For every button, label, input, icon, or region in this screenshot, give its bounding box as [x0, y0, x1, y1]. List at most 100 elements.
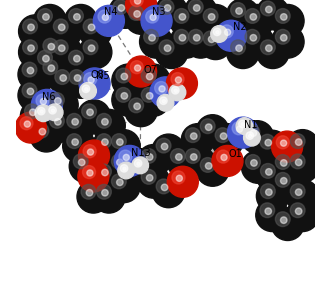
Circle shape [200, 119, 215, 134]
Circle shape [102, 119, 108, 125]
Circle shape [107, 150, 140, 183]
Circle shape [257, 0, 289, 30]
Circle shape [15, 112, 46, 143]
Circle shape [200, 158, 215, 172]
Text: N1: N1 [245, 119, 258, 130]
Circle shape [275, 212, 290, 226]
Circle shape [39, 56, 71, 89]
Circle shape [150, 77, 181, 108]
Circle shape [271, 208, 304, 240]
Circle shape [184, 0, 217, 28]
Circle shape [43, 38, 58, 53]
Circle shape [112, 134, 126, 148]
Circle shape [53, 19, 68, 34]
Circle shape [212, 145, 243, 176]
Circle shape [67, 134, 81, 148]
Circle shape [19, 36, 51, 69]
Circle shape [245, 9, 260, 23]
Circle shape [280, 35, 287, 41]
Circle shape [216, 150, 230, 163]
Circle shape [50, 114, 64, 128]
Circle shape [286, 150, 319, 183]
Circle shape [159, 0, 174, 14]
Circle shape [45, 89, 78, 121]
Text: N4: N4 [104, 7, 118, 17]
Circle shape [162, 100, 166, 103]
Circle shape [179, 35, 186, 41]
Circle shape [69, 70, 84, 84]
Circle shape [87, 149, 94, 155]
Circle shape [88, 77, 94, 83]
Circle shape [88, 24, 95, 31]
Circle shape [241, 25, 274, 58]
Text: N5: N5 [96, 71, 109, 81]
Circle shape [231, 40, 246, 55]
Circle shape [188, 30, 203, 44]
Circle shape [290, 203, 305, 218]
Circle shape [125, 94, 158, 127]
Circle shape [51, 66, 83, 98]
Circle shape [295, 139, 302, 145]
Circle shape [156, 138, 171, 153]
Circle shape [116, 68, 131, 83]
Circle shape [286, 199, 319, 232]
Circle shape [92, 130, 125, 162]
Circle shape [114, 145, 145, 176]
Circle shape [21, 100, 53, 133]
Circle shape [72, 139, 78, 145]
Circle shape [24, 121, 30, 127]
Circle shape [97, 114, 111, 128]
Circle shape [166, 68, 197, 99]
Circle shape [181, 124, 214, 156]
Circle shape [80, 83, 96, 99]
Circle shape [166, 145, 199, 177]
Circle shape [112, 154, 126, 169]
Circle shape [280, 217, 287, 224]
Circle shape [85, 88, 88, 91]
Circle shape [119, 150, 132, 163]
Circle shape [150, 14, 156, 21]
Circle shape [73, 154, 88, 169]
Circle shape [134, 11, 140, 17]
Circle shape [280, 160, 287, 166]
Circle shape [205, 124, 212, 131]
Circle shape [74, 14, 80, 20]
Circle shape [129, 98, 144, 113]
Circle shape [31, 89, 62, 120]
Circle shape [250, 35, 257, 41]
Circle shape [271, 25, 304, 58]
Circle shape [113, 0, 128, 14]
Circle shape [280, 14, 287, 20]
Circle shape [84, 73, 97, 86]
Circle shape [260, 164, 275, 178]
Circle shape [220, 25, 233, 38]
Circle shape [49, 106, 56, 114]
Circle shape [152, 134, 185, 167]
Text: O7: O7 [143, 65, 157, 75]
Circle shape [256, 199, 289, 232]
Circle shape [140, 25, 172, 58]
Circle shape [160, 97, 167, 105]
Circle shape [265, 6, 272, 13]
Circle shape [141, 5, 172, 36]
Circle shape [146, 93, 153, 99]
Circle shape [48, 65, 55, 72]
Circle shape [246, 155, 260, 169]
Circle shape [97, 134, 111, 148]
Circle shape [188, 0, 203, 14]
Circle shape [241, 121, 274, 153]
Circle shape [87, 109, 93, 116]
Circle shape [55, 119, 61, 125]
Circle shape [92, 109, 125, 142]
Circle shape [170, 149, 185, 163]
Circle shape [137, 162, 140, 165]
Circle shape [117, 139, 123, 145]
Circle shape [265, 189, 272, 195]
Circle shape [78, 140, 110, 171]
Circle shape [146, 175, 153, 181]
Circle shape [295, 208, 302, 215]
Circle shape [193, 35, 200, 41]
Circle shape [40, 110, 43, 113]
Circle shape [211, 26, 227, 42]
Circle shape [125, 56, 157, 87]
